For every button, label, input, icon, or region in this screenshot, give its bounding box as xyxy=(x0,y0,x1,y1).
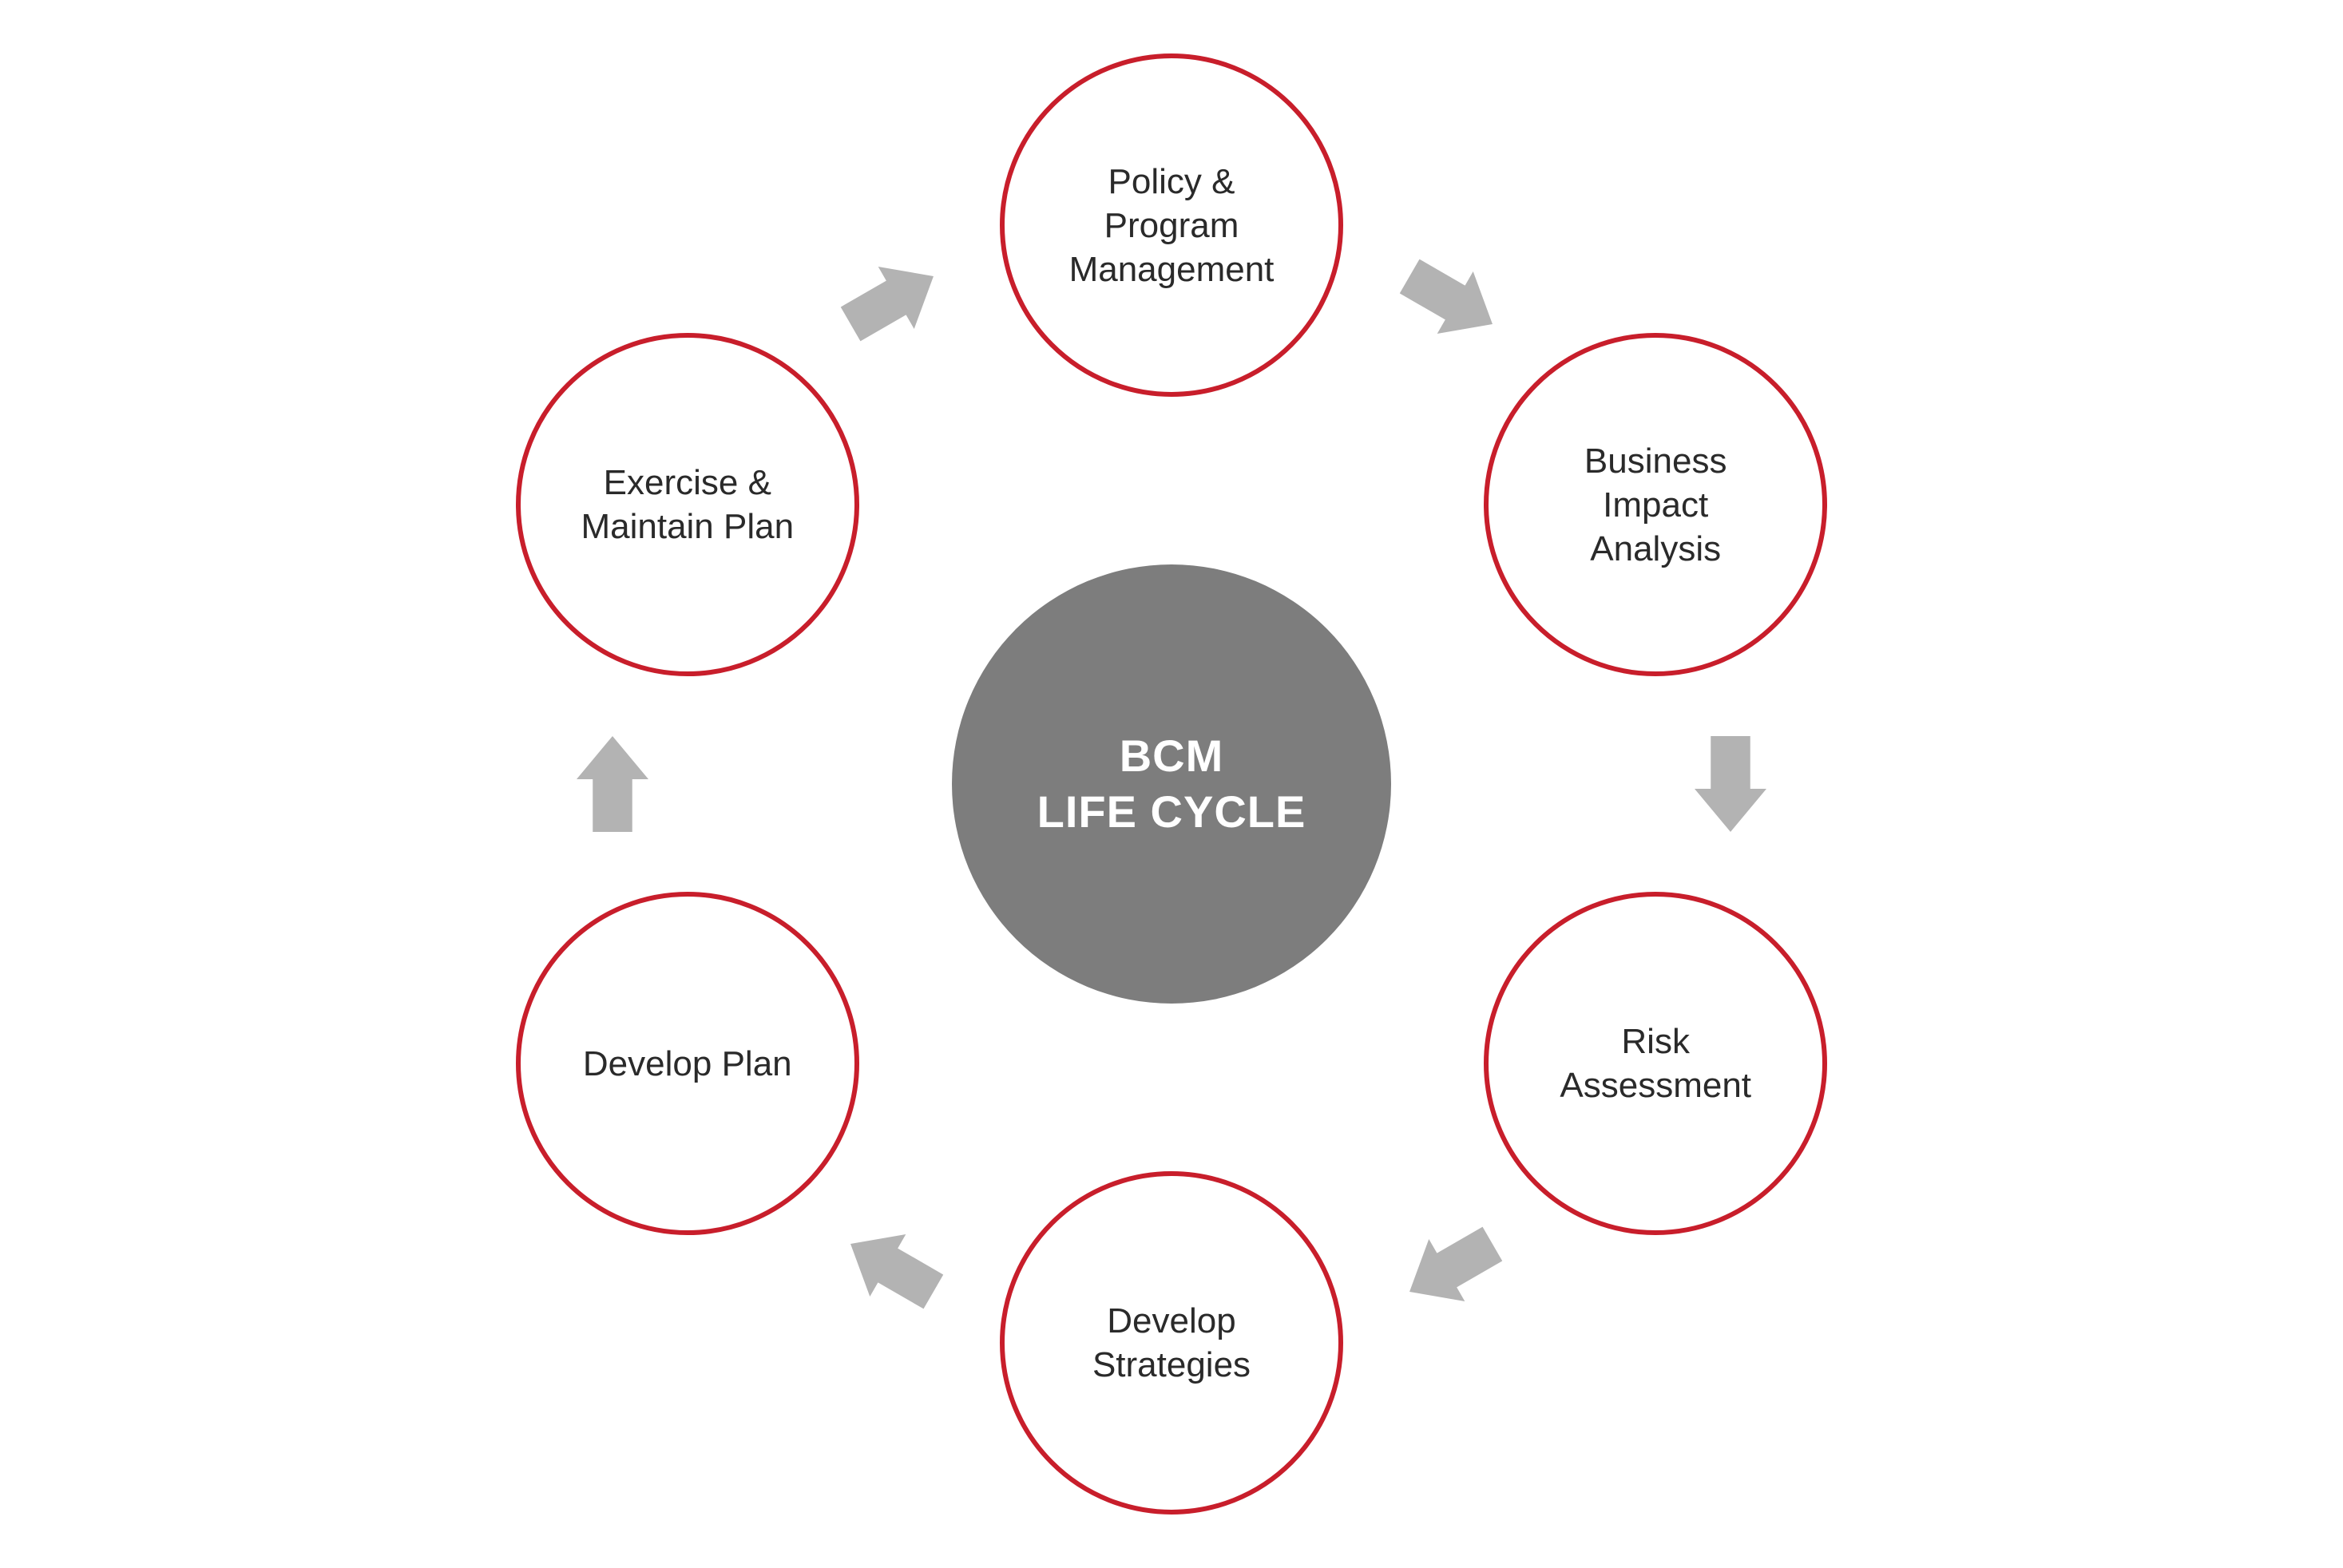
cycle-arrow-icon xyxy=(833,1213,952,1323)
cycle-arrow-icon xyxy=(1392,245,1511,355)
cycle-node-policy-program-management: Policy & Program Management xyxy=(1000,53,1343,397)
cycle-node-label: Policy & Program Management xyxy=(1055,160,1289,291)
cycle-arrow-icon xyxy=(577,736,648,832)
cycle-arrow-icon xyxy=(833,245,952,355)
cycle-node-exercise-maintain-plan: Exercise & Maintain Plan xyxy=(516,333,859,676)
cycle-node-label: Business Impact Analysis xyxy=(1570,439,1742,571)
center-node: BCM LIFE CYCLE xyxy=(952,564,1391,1004)
cycle-node-risk-assessment: Risk Assessment xyxy=(1484,892,1827,1235)
cycle-node-develop-strategies: Develop Strategies xyxy=(1000,1171,1343,1515)
cycle-node-develop-plan: Develop Plan xyxy=(516,892,859,1235)
cycle-node-label: Risk Assessment xyxy=(1545,1020,1766,1107)
cycle-node-label: Exercise & Maintain Plan xyxy=(566,461,808,548)
cycle-arrow-icon xyxy=(1695,736,1766,832)
cycle-node-label: Develop Plan xyxy=(569,1042,807,1086)
cycle-arrow-icon xyxy=(1392,1213,1511,1323)
cycle-node-business-impact-analysis: Business Impact Analysis xyxy=(1484,333,1827,676)
center-label: BCM LIFE CYCLE xyxy=(1023,728,1321,840)
bcm-lifecycle-diagram: BCM LIFE CYCLE Policy & Program Managemen… xyxy=(0,0,2343,1568)
cycle-node-label: Develop Strategies xyxy=(1078,1299,1265,1387)
